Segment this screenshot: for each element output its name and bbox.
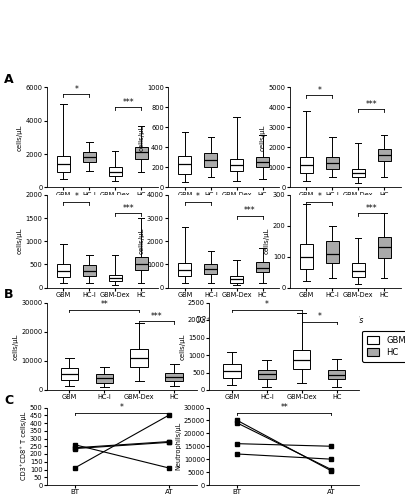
- Text: *: *: [265, 300, 269, 309]
- Y-axis label: CD3⁺CD8⁺ T cells/µL: CD3⁺CD8⁺ T cells/µL: [20, 412, 27, 480]
- Text: ***: ***: [365, 204, 377, 213]
- PathPatch shape: [223, 364, 241, 378]
- PathPatch shape: [300, 244, 313, 269]
- PathPatch shape: [293, 350, 311, 369]
- Y-axis label: cells/µL: cells/µL: [17, 228, 23, 254]
- Text: ***: ***: [365, 100, 377, 109]
- Text: *: *: [120, 403, 124, 412]
- Text: ***: ***: [122, 98, 134, 107]
- Y-axis label: cells/µL: cells/µL: [17, 124, 23, 150]
- PathPatch shape: [109, 168, 122, 176]
- Y-axis label: Neutrophils/µL: Neutrophils/µL: [175, 422, 181, 470]
- PathPatch shape: [377, 150, 390, 162]
- PathPatch shape: [109, 274, 122, 281]
- Y-axis label: cells/µL: cells/µL: [264, 228, 270, 254]
- Legend: GBM, HC: GBM, HC: [362, 330, 405, 362]
- PathPatch shape: [230, 276, 243, 283]
- Y-axis label: cells/µL: cells/µL: [138, 228, 144, 254]
- PathPatch shape: [61, 368, 78, 380]
- Text: A: A: [4, 74, 14, 86]
- PathPatch shape: [179, 263, 192, 276]
- Text: *: *: [317, 312, 321, 322]
- Y-axis label: cells/µL: cells/µL: [260, 124, 266, 150]
- PathPatch shape: [57, 264, 70, 278]
- Text: *: *: [196, 192, 200, 202]
- Text: **: **: [280, 403, 288, 412]
- Text: ***: ***: [244, 206, 256, 216]
- PathPatch shape: [300, 158, 313, 174]
- PathPatch shape: [166, 372, 183, 381]
- Text: ***: ***: [122, 204, 134, 213]
- PathPatch shape: [134, 258, 147, 270]
- PathPatch shape: [258, 370, 275, 379]
- PathPatch shape: [205, 264, 217, 274]
- Text: *: *: [75, 84, 78, 94]
- PathPatch shape: [326, 241, 339, 263]
- PathPatch shape: [230, 160, 243, 172]
- Text: *: *: [318, 86, 321, 95]
- PathPatch shape: [83, 266, 96, 276]
- Y-axis label: cells/µL: cells/µL: [138, 124, 144, 150]
- PathPatch shape: [96, 374, 113, 382]
- Title: CD3⁺CD8⁺ T cells: CD3⁺CD8⁺ T cells: [69, 316, 136, 325]
- PathPatch shape: [83, 152, 96, 162]
- PathPatch shape: [256, 158, 269, 168]
- Title: B cells: B cells: [211, 217, 236, 226]
- PathPatch shape: [134, 148, 147, 159]
- PathPatch shape: [328, 370, 345, 379]
- PathPatch shape: [256, 262, 269, 272]
- Title: CD3⁺CD4⁺ T cells: CD3⁺CD4⁺ T cells: [190, 316, 257, 325]
- PathPatch shape: [352, 263, 365, 276]
- Text: **: **: [100, 300, 108, 310]
- Text: ***: ***: [151, 312, 162, 321]
- PathPatch shape: [352, 170, 365, 177]
- PathPatch shape: [205, 154, 217, 168]
- PathPatch shape: [57, 156, 70, 172]
- Title: αβ T cells: αβ T cells: [327, 217, 364, 226]
- PathPatch shape: [326, 158, 339, 170]
- Title: CD45⁺ lymphocytes: CD45⁺ lymphocytes: [64, 217, 141, 226]
- PathPatch shape: [179, 156, 192, 174]
- PathPatch shape: [130, 349, 148, 366]
- Title: Monocytes: Monocytes: [264, 415, 305, 424]
- Text: B: B: [4, 288, 13, 302]
- Text: *: *: [318, 192, 321, 202]
- Text: *: *: [75, 192, 78, 202]
- Title: Treg cells: Treg cells: [327, 316, 363, 325]
- Title: Neutrophils: Neutrophils: [100, 415, 144, 424]
- PathPatch shape: [377, 236, 390, 258]
- Y-axis label: cells/µL: cells/µL: [13, 333, 18, 359]
- Text: C: C: [4, 394, 13, 406]
- Y-axis label: cells/µL: cells/µL: [179, 333, 185, 359]
